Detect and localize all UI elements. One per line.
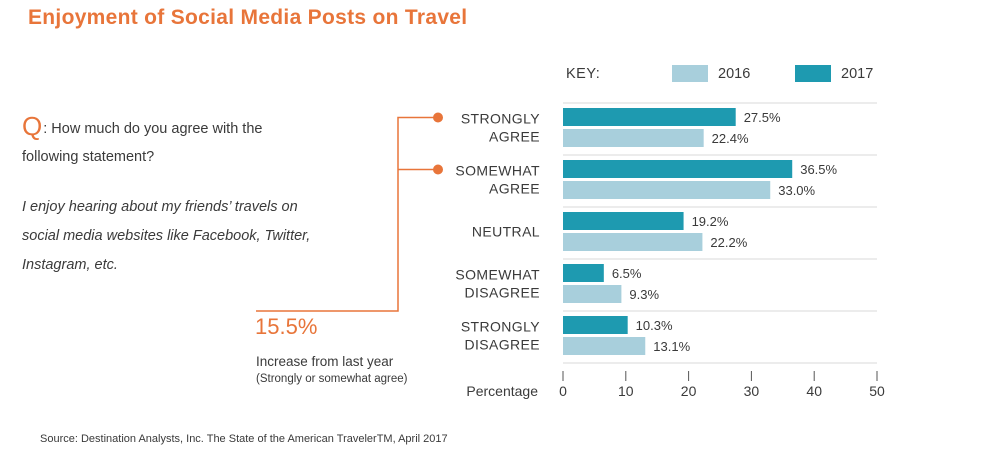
category-label: DISAGREE [464,337,540,353]
stat-note: (Strongly or somewhat agree) [256,373,408,385]
category-label: NEUTRAL [472,224,540,240]
x-tick-label: 50 [869,383,885,399]
question-text: : How much do you agree with the followi… [22,121,263,165]
data-label-2017: 10.3% [636,318,673,333]
x-tick-label: 10 [618,383,634,399]
category-label: AGREE [489,129,540,145]
legend-label-2017: 2017 [841,66,873,82]
statement-text: I enjoy hearing about my friends’ travel… [22,199,311,273]
bar-2016 [563,337,646,355]
bar-2017 [563,108,736,126]
data-label-2017: 36.5% [800,162,837,177]
data-label-2016: 22.2% [710,235,747,250]
data-label-2017: 27.5% [744,110,781,125]
data-label-2016: 22.4% [712,131,749,146]
category-label: AGREE [489,181,540,197]
category-label: SOMEWHAT [455,267,540,283]
x-axis-label: Percentage [466,383,538,399]
legend-key-label: KEY: [566,66,600,82]
x-tick-label: 20 [681,383,697,399]
bar-2016 [563,181,771,199]
legend-label-2016: 2016 [718,66,750,82]
stat-label: Increase from last year [256,354,394,369]
bar-2017 [563,160,793,178]
data-label-2016: 13.1% [653,339,690,354]
connector-dot [433,112,443,123]
chart-title: Enjoyment of Social Media Posts on Trave… [28,6,468,29]
legend-swatch-2017 [795,65,831,82]
bar-2017 [563,316,628,334]
category-label: SOMEWHAT [455,163,540,179]
question-line: Q: How much do you agree with the follow… [22,112,322,171]
bar-2016 [563,285,622,303]
data-label-2016: 33.0% [778,183,815,198]
x-tick-label: 0 [559,383,567,399]
data-label-2017: 19.2% [692,214,729,229]
category-label: DISAGREE [464,285,540,301]
x-tick-label: 30 [744,383,760,399]
source-note: Source: Destination Analysts, Inc. The S… [40,433,448,445]
bar-2016 [563,129,704,147]
x-tick-label: 40 [806,383,822,399]
bar-2017 [563,264,604,282]
data-label-2017: 6.5% [612,266,642,281]
data-label-2016: 9.3% [629,287,659,302]
category-label: STRONGLY [461,111,540,127]
stat-value: 15.5% [255,314,318,339]
bar-2017 [563,212,684,230]
question-block: Q: How much do you agree with the follow… [22,112,322,280]
category-label: STRONGLY [461,319,540,335]
question-letter: Q [22,111,43,141]
legend-swatch-2016 [672,65,708,82]
bar-2016 [563,233,703,251]
connector-line [256,116,438,312]
connector-dot [433,164,443,175]
